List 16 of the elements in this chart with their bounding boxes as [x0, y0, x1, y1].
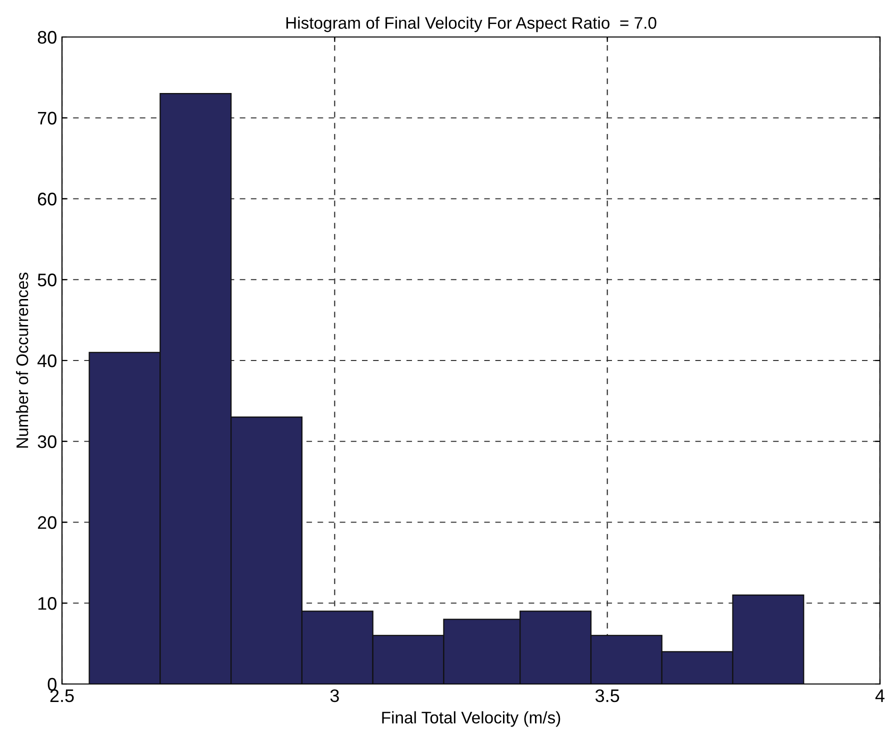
x-tick-label: 3.5: [595, 689, 620, 702]
y-tick-label: 20: [38, 516, 56, 529]
x-tick-label: 4: [875, 690, 884, 702]
y-tick-label: 50: [38, 274, 56, 286]
x-tick-label: 2.5: [50, 689, 74, 702]
y-tick-label: 10: [38, 597, 56, 610]
y-tick-label: 0: [48, 678, 56, 691]
x-axis-title: Final Total Velocity (m/s): [382, 711, 560, 727]
y-axis-title: Number of Occurrences: [16, 272, 28, 448]
y-tick-label: 80: [38, 30, 56, 44]
y-tick-label: 40: [37, 354, 56, 368]
y-tick-label: 60: [38, 192, 56, 206]
y-tick-label: 30: [38, 435, 56, 448]
x-tick-label: 3: [330, 689, 339, 702]
chart-title: Histogram of Final Velocity For Aspect Ratio = 7.0: [286, 16, 656, 32]
y-tick-label: 70: [38, 112, 56, 125]
